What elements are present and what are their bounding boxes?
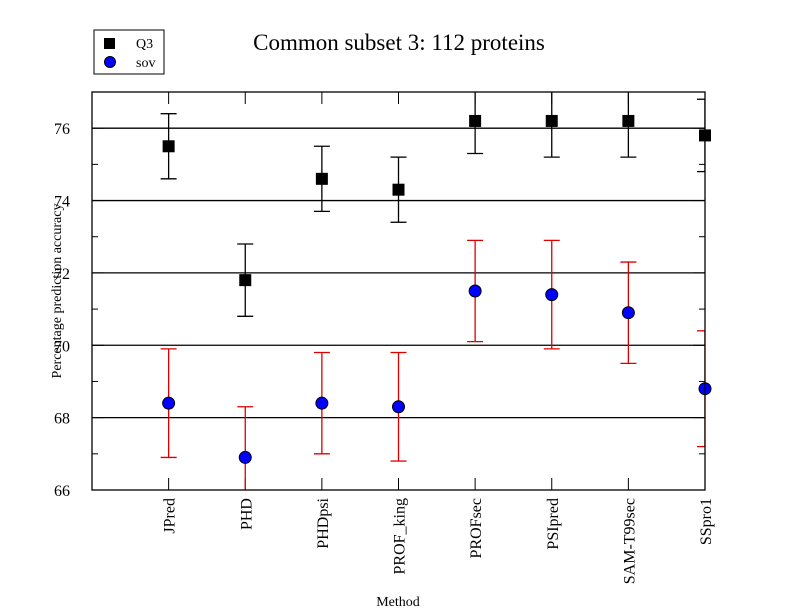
data-point-q3 (239, 274, 252, 287)
legend-sov-marker (104, 56, 116, 68)
data-point-q3 (392, 183, 405, 196)
legend-box (93, 29, 165, 75)
legend-sov-label: sov (136, 56, 155, 71)
plot-frame (91, 91, 706, 491)
y-tick-label: 74 (54, 194, 70, 211)
legend-q3-label: Q3 (136, 37, 153, 52)
data-point-q3 (162, 140, 175, 153)
y-tick-label: 70 (54, 338, 70, 355)
x-tick-label: SAM-T99sec (621, 498, 638, 584)
x-tick-labels: JPred PHD PHDpsi PROF_king PROFsec PSIpred SAM… (162, 497, 715, 584)
data-point-sov (238, 450, 252, 464)
x-axis-label: Method (376, 595, 420, 610)
legend: Q3 sov (93, 29, 165, 75)
y-tick-label: 66 (54, 483, 70, 500)
y-tick-label: 76 (54, 121, 70, 138)
y-tick-labels: 66 68 70 72 74 76 (54, 121, 70, 500)
data-point-sov (545, 288, 559, 302)
data-point-q3 (469, 114, 482, 127)
x-tick-label: PROFsec (468, 498, 485, 558)
data-point-q3 (622, 114, 635, 127)
legend-q3-marker (104, 38, 115, 49)
data-point-q3 (315, 172, 328, 185)
y-tick-label: 68 (54, 411, 70, 428)
data-point-sov (392, 400, 405, 414)
y-tick-label: 72 (54, 266, 70, 283)
y-axis-label: Percentage prediction accuracy (50, 204, 65, 379)
x-tick-label: PSIpred (545, 498, 562, 550)
data-point-sov (621, 306, 635, 320)
x-tick-label: JPred (162, 498, 179, 534)
x-tick-label: SSpro1 (698, 498, 715, 545)
markers-layer (162, 114, 712, 464)
x-tick-label: PHDpsi (315, 497, 332, 548)
data-point-sov (315, 396, 329, 410)
data-marks (160, 92, 712, 490)
data-point-sov (468, 284, 482, 298)
x-tick-label: PHD (238, 498, 255, 530)
chart-title: Common subset 3: 112 proteins (253, 30, 545, 55)
x-tick-label: PROF_king (392, 498, 409, 574)
data-point-q3 (545, 114, 558, 127)
data-point-sov (162, 396, 176, 410)
